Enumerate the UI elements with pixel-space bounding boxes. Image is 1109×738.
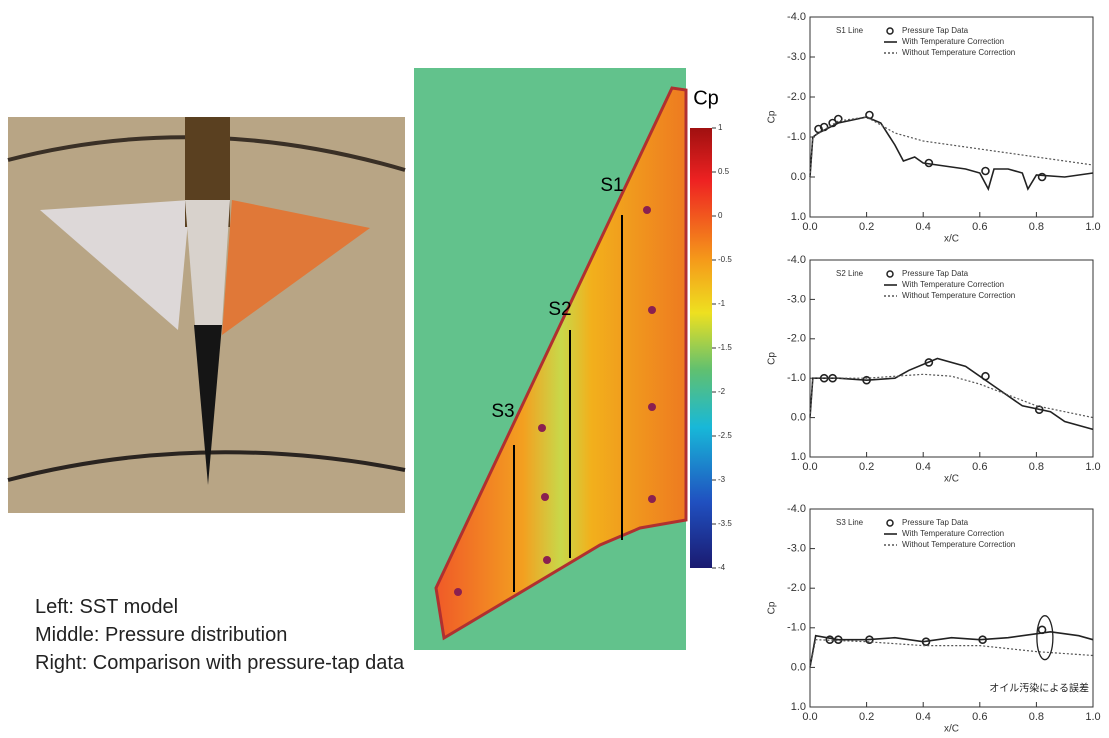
y-tick-label: -1.0 (787, 372, 806, 384)
colorbar-title: Cp (693, 87, 719, 109)
legend-label: Pressure Tap Data (902, 269, 969, 278)
legend-label: With Temperature Correction (902, 37, 1004, 46)
colorbar-tick-label: -2.5 (718, 431, 732, 440)
legend-label: Without Temperature Correction (902, 291, 1015, 300)
plot-frame (809, 508, 1094, 708)
y-axis-label: Cp (767, 110, 778, 123)
legend-label: With Temperature Correction (902, 280, 1004, 289)
caption: Left: SST model (35, 596, 179, 618)
x-axis-label: x/C (944, 474, 959, 485)
series-line (809, 373, 1094, 419)
y-tick-label: -2.0 (787, 582, 806, 594)
map-label: S2 (548, 299, 571, 320)
y-tick-label: -1.0 (787, 131, 806, 143)
chart-title: S3 Line (836, 518, 864, 527)
y-tick-label: -3.0 (787, 293, 806, 305)
series-line (809, 639, 1094, 668)
y-tick-label: -3.0 (787, 543, 806, 555)
y-tick-label: -1.0 (787, 622, 806, 634)
series-line (809, 357, 1094, 431)
y-tick-label: 0.0 (791, 661, 806, 673)
y-tick-label: 0.0 (791, 412, 806, 424)
colorbar-tick-label: 0.5 (718, 167, 730, 176)
x-tick-label: 0.6 (972, 221, 987, 233)
y-tick-label: -4.0 (787, 11, 806, 23)
x-tick-label: 0.2 (859, 461, 874, 473)
y-tick-label: -2.0 (787, 333, 806, 345)
x-tick-label: 0.0 (802, 711, 817, 723)
colorbar-tick-label: 1 (718, 123, 723, 132)
x-tick-label: 0.6 (972, 461, 987, 473)
x-tick-label: 0.8 (1029, 461, 1044, 473)
colorbar-tick-label: -4 (718, 563, 726, 572)
x-tick-label: 0.6 (972, 711, 987, 723)
x-tick-label: 1.0 (1085, 461, 1100, 473)
y-tick-label: -2.0 (787, 91, 806, 103)
y-tick-label: 1.0 (791, 701, 806, 713)
map-label: S1 (600, 175, 623, 196)
x-tick-label: 0.2 (859, 221, 874, 233)
legend-marker (886, 27, 894, 35)
x-tick-label: 0.4 (916, 711, 931, 723)
y-tick-label: 1.0 (791, 211, 806, 223)
x-tick-label: 1.0 (1085, 711, 1100, 723)
series-line (809, 116, 1094, 178)
annotation-ellipse (1036, 615, 1054, 661)
legend-label: Pressure Tap Data (902, 26, 969, 35)
colorbar-tick-label: -3.5 (718, 519, 732, 528)
legend-label: Without Temperature Correction (902, 540, 1015, 549)
annotation: オイル汚染による誤差 (989, 682, 1089, 695)
colorbar-tick-label: 0 (718, 211, 723, 220)
pressure-map: S1 S2 S3 Cp (414, 68, 719, 650)
y-tick-label: 0.0 (791, 171, 806, 183)
plot-frame (809, 259, 1094, 458)
colorbar-tick-label: -1 (718, 299, 726, 308)
legend-marker (886, 519, 894, 527)
model-photo (7, 117, 406, 513)
x-axis-label: x/C (944, 724, 959, 735)
colorbar-tick-label: -2 (718, 387, 726, 396)
y-tick-label: 1.0 (791, 451, 806, 463)
legend-marker (886, 270, 894, 278)
x-tick-label: 0.8 (1029, 711, 1044, 723)
caption: Middle: Pressure distribution (35, 624, 288, 646)
y-tick-label: -3.0 (787, 51, 806, 63)
x-axis-label: x/C (944, 234, 959, 245)
series-line (809, 116, 1094, 192)
tap-point (1037, 172, 1047, 182)
plot-frame (809, 16, 1094, 218)
y-axis-label: Cp (767, 352, 778, 365)
chart-title: S2 Line (836, 269, 864, 278)
colorbar-tick-label: -1.5 (718, 343, 732, 352)
x-tick-label: 0.8 (1029, 221, 1044, 233)
caption: Right: Comparison with pressure-tap data (35, 652, 405, 674)
x-tick-label: 0.0 (802, 461, 817, 473)
x-tick-label: 0.0 (802, 221, 817, 233)
x-tick-label: 1.0 (1085, 221, 1100, 233)
y-tick-label: -4.0 (787, 503, 806, 515)
tap-point (981, 166, 990, 176)
legend-label: Without Temperature Correction (902, 48, 1015, 57)
colorbar-tick-label: -3 (718, 475, 726, 484)
x-tick-label: 0.2 (859, 711, 874, 723)
map-label: S3 (491, 401, 514, 422)
legend-label: With Temperature Correction (902, 529, 1004, 538)
series-line (809, 630, 1094, 668)
x-tick-label: 0.4 (916, 461, 931, 473)
tap-point (825, 635, 835, 644)
colorbar-tick-label: -0.5 (718, 255, 732, 264)
tap-point (924, 358, 934, 367)
x-tick-label: 0.4 (916, 221, 931, 233)
chart-title: S1 Line (836, 26, 864, 35)
y-tick-label: -4.0 (787, 254, 806, 266)
y-axis-label: Cp (767, 601, 778, 614)
legend-label: Pressure Tap Data (902, 518, 969, 527)
